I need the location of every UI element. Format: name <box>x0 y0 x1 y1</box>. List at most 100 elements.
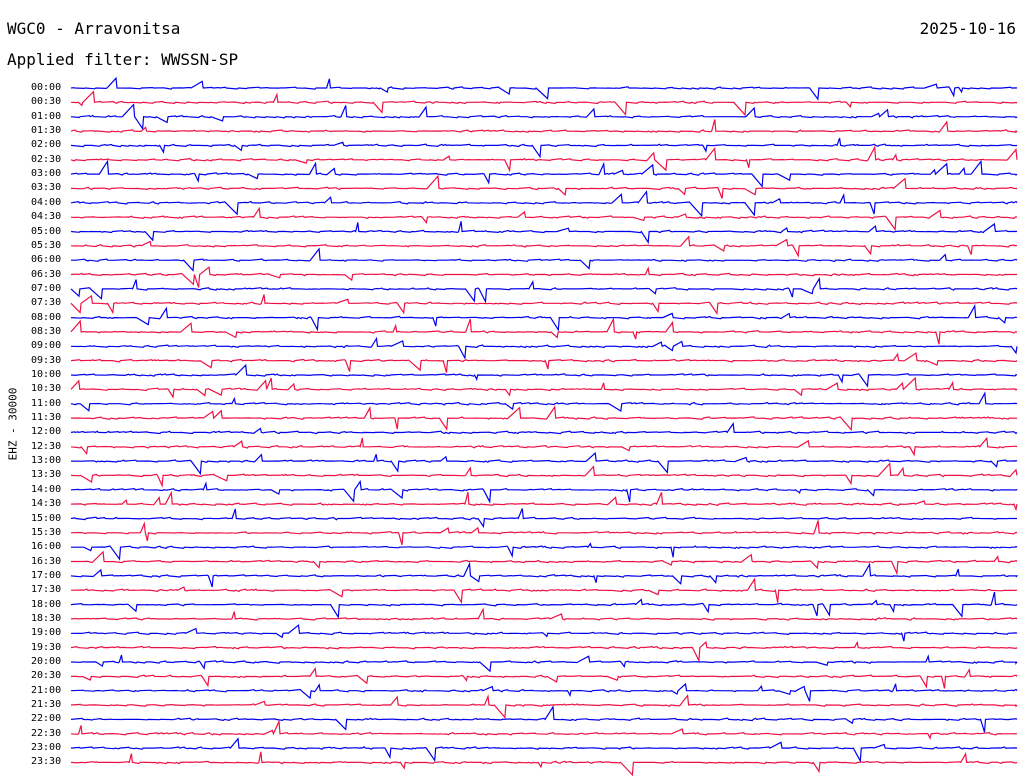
trace-row-0830 <box>70 317 1017 345</box>
trace-row-1800 <box>70 591 1018 619</box>
row-time-label: 05:30 <box>31 239 62 251</box>
row-time-label: 16:30 <box>31 555 62 567</box>
row-time-label: 14:00 <box>31 483 62 495</box>
row-time-label: 15:30 <box>31 526 62 538</box>
row-time-label: 19:00 <box>31 627 62 639</box>
row-time-label: 08:00 <box>31 311 62 323</box>
row-time-label: 15:00 <box>31 512 62 524</box>
row-time-label: 05:00 <box>31 225 62 237</box>
trace-row-2230 <box>70 719 1018 740</box>
trace-row-1200 <box>70 422 1018 435</box>
trace-row-0330 <box>70 174 1018 199</box>
row-time-label: 19:30 <box>31 641 62 653</box>
trace-row-1400 <box>70 479 1018 504</box>
trace-row-2300 <box>70 737 1018 763</box>
header: WGC0 - Arravonitsa 2025-10-16 Applied fi… <box>0 0 1024 76</box>
row-time-label: 13:30 <box>31 469 62 481</box>
row-time-label: 01:00 <box>31 110 62 122</box>
filter-label: Applied filter: WWSSN-SP <box>7 50 239 69</box>
trace-row-2030 <box>70 666 1018 689</box>
row-time-label: 20:00 <box>31 656 62 667</box>
row-time-label: 10:30 <box>31 383 62 395</box>
trace-row-1030 <box>70 376 1018 399</box>
trace-row-2330 <box>70 751 1018 777</box>
trace-row-1230 <box>70 436 1018 457</box>
trace-row-0130 <box>70 119 1018 134</box>
row-time-label: 06:30 <box>31 268 62 280</box>
trace-row-0800 <box>70 303 1018 332</box>
row-time-label: 11:30 <box>31 412 62 424</box>
row-time-label: 23:30 <box>31 756 62 768</box>
row-time-label: 23:00 <box>31 742 62 754</box>
trace-row-0400 <box>70 190 1018 218</box>
row-time-label: 04:30 <box>31 211 62 223</box>
trace-row-0900 <box>70 336 1018 361</box>
trace-row-2100 <box>70 682 1018 702</box>
row-time-label: 07:30 <box>31 297 62 309</box>
row-time-label: 00:00 <box>31 82 62 93</box>
row-time-label: 12:30 <box>31 440 62 452</box>
row-time-label: 20:30 <box>31 670 62 682</box>
trace-row-0030 <box>70 90 1018 117</box>
trace-row-1330 <box>70 462 1018 488</box>
row-time-label: 07:00 <box>31 282 62 294</box>
trace-row-0500 <box>70 221 1018 245</box>
trace-row-0930 <box>70 352 1018 373</box>
row-time-label: 14:30 <box>31 498 62 510</box>
row-time-label: 13:00 <box>31 455 62 467</box>
row-time-label: 22:30 <box>31 727 62 739</box>
row-time-label: 11:00 <box>31 397 62 409</box>
trace-row-1500 <box>70 508 1017 529</box>
station-title: WGC0 - Arravonitsa <box>7 19 181 38</box>
trace-row-1530 <box>70 520 1018 546</box>
trace-row-1630 <box>71 550 1018 576</box>
date-label: 2025-10-16 <box>919 19 1016 38</box>
trace-row-0430 <box>70 206 1018 232</box>
row-time-label: 21:30 <box>31 699 62 711</box>
trace-row-0700 <box>70 276 1018 304</box>
row-time-label: 08:30 <box>31 325 62 337</box>
trace-row-0230 <box>70 145 1018 173</box>
row-time-label: 02:00 <box>31 139 62 151</box>
trace-row-0600 <box>71 247 1018 272</box>
row-time-label: 00:30 <box>31 96 62 108</box>
row-time-label: 03:30 <box>31 182 62 194</box>
row-time-label: 18:00 <box>31 598 62 610</box>
row-time-label: 06:00 <box>31 254 62 266</box>
row-time-label: 01:30 <box>31 125 62 137</box>
trace-row-0630 <box>70 266 1017 288</box>
row-time-label: 22:00 <box>31 713 62 725</box>
trace-row-1600 <box>71 542 1018 561</box>
row-time-label: 02:30 <box>31 153 62 165</box>
trace-row-1900 <box>70 623 1018 642</box>
row-time-label: 21:00 <box>31 684 62 696</box>
row-time-label: 18:30 <box>31 612 62 624</box>
row-time-label: 04:00 <box>31 196 62 208</box>
row-time-label: 17:30 <box>31 584 62 596</box>
trace-row-1430 <box>70 490 1018 512</box>
trace-row-2000 <box>70 654 1018 673</box>
trace-row-0000 <box>70 76 1018 101</box>
row-time-label: 16:00 <box>31 541 62 553</box>
row-time-label: 09:00 <box>31 340 62 352</box>
row-time-label: 03:00 <box>31 168 62 180</box>
trace-row-1930 <box>70 640 1018 663</box>
trace-row-1000 <box>70 363 1018 388</box>
trace-group <box>70 76 1019 777</box>
trace-row-0100 <box>70 103 1018 131</box>
trace-row-2200 <box>70 705 1018 733</box>
trace-row-1130 <box>70 405 1018 432</box>
trace-row-1830 <box>70 607 1018 621</box>
trace-row-0300 <box>70 159 1018 188</box>
trace-row-1700 <box>70 561 1019 588</box>
trace-row-0530 <box>70 235 1018 258</box>
row-time-label: 17:00 <box>31 569 62 581</box>
trace-row-2130 <box>70 693 1018 719</box>
trace-row-1730 <box>70 577 1018 605</box>
trace-row-1300 <box>70 451 1018 476</box>
row-time-label: 09:30 <box>31 354 62 366</box>
trace-row-0200 <box>70 137 1018 159</box>
trace-row-0730 <box>70 294 1018 316</box>
trace-row-1100 <box>70 391 1018 412</box>
